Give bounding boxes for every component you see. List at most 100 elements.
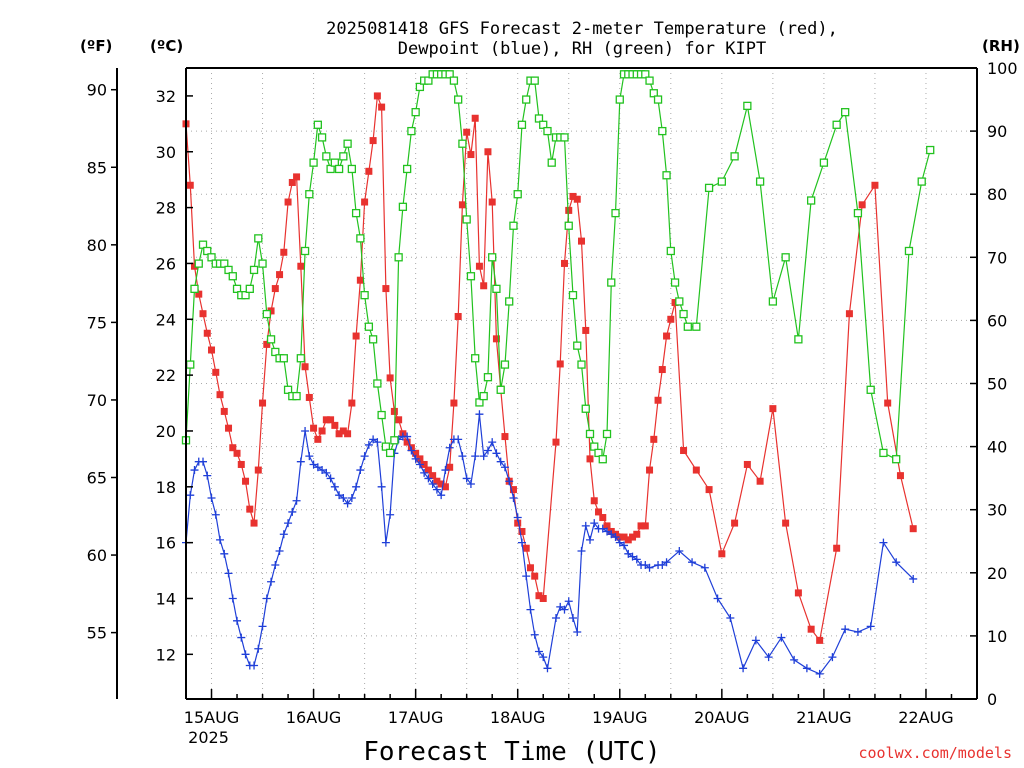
point-rh <box>666 246 675 256</box>
point-dewpoint <box>445 443 454 452</box>
point-dewpoint <box>288 507 297 516</box>
point-temperature <box>322 416 330 424</box>
point-rh <box>649 89 658 98</box>
point-temperature <box>233 449 241 457</box>
point-dewpoint <box>267 577 276 586</box>
point-rh <box>794 335 803 344</box>
point-temperature <box>305 393 313 401</box>
point-rh <box>564 221 573 230</box>
point-temperature <box>297 262 305 270</box>
point-dewpoint <box>534 647 543 656</box>
point-rh <box>560 133 569 142</box>
point-dewpoint <box>577 547 586 556</box>
point-temperature <box>310 424 318 432</box>
point-dewpoint <box>343 499 352 508</box>
point-rh <box>368 335 378 344</box>
point-temperature <box>620 533 628 541</box>
tick-label-celsius: 28 <box>156 199 176 218</box>
point-rh <box>385 448 395 458</box>
tick-label-fahrenheit: 80 <box>87 236 107 255</box>
point-dewpoint <box>220 549 229 558</box>
point-temperature <box>246 505 254 513</box>
tick-label-x: 17AUG <box>388 708 443 727</box>
point-rh <box>266 335 276 344</box>
point-dewpoint <box>564 597 573 606</box>
point-temperature <box>471 114 479 122</box>
point-rh <box>466 272 476 281</box>
point-rh <box>292 391 301 401</box>
point-rh <box>356 234 365 243</box>
point-rh <box>496 385 505 394</box>
point-temperature <box>382 285 390 293</box>
point-rh <box>594 448 603 458</box>
point-dewpoint <box>335 491 344 500</box>
point-rh <box>492 284 501 294</box>
point-rh <box>645 76 654 85</box>
point-dewpoint <box>505 477 514 486</box>
point-dewpoint <box>475 410 484 419</box>
point-rh <box>517 120 527 129</box>
tick-label-fahrenheit: 55 <box>87 624 107 643</box>
point-dewpoint <box>373 438 382 447</box>
point-rh <box>819 158 829 167</box>
point-temperature <box>488 198 496 206</box>
point-rh <box>743 101 752 111</box>
point-dewpoint <box>620 541 629 550</box>
chart-text: 2025081418 GFS Forecast 2-meter Temperat… <box>80 19 1020 767</box>
point-rh <box>917 177 926 186</box>
point-dewpoint <box>573 627 582 636</box>
point-dewpoint <box>513 513 522 522</box>
tick-label-rh: 70 <box>987 248 1007 267</box>
point-dewpoint <box>645 563 654 572</box>
point-rh <box>539 120 548 129</box>
point-temperature <box>254 466 262 474</box>
point-temperature <box>633 530 641 538</box>
point-temperature <box>458 201 466 209</box>
point-temperature <box>909 525 917 533</box>
point-rh <box>505 297 514 306</box>
point-dewpoint <box>428 480 437 489</box>
point-temperature <box>641 522 649 530</box>
point-temperature <box>599 514 607 522</box>
tick-label-celsius: 22 <box>156 366 176 385</box>
point-dewpoint <box>641 560 650 569</box>
point-temperature <box>386 374 394 382</box>
point-dewpoint <box>841 625 850 634</box>
point-temperature <box>280 248 288 256</box>
point-dewpoint <box>377 482 386 491</box>
point-rh <box>262 309 271 319</box>
point-dewpoint <box>892 558 901 567</box>
point-temperature <box>191 262 199 270</box>
point-dewpoint <box>301 426 310 435</box>
point-rh <box>607 278 616 287</box>
point-dewpoint <box>356 466 365 475</box>
unit-label-rh: (RH) <box>982 37 1020 55</box>
tick-label-fahrenheit: 75 <box>87 313 107 332</box>
point-dewpoint <box>424 474 433 483</box>
point-dewpoint <box>322 468 331 477</box>
point-rh <box>641 70 650 79</box>
point-dewpoint <box>739 664 748 673</box>
point-temperature <box>271 285 279 293</box>
point-dewpoint <box>462 474 471 483</box>
point-rh <box>926 145 935 155</box>
point-dewpoint <box>275 547 284 556</box>
tick-label-rh: 90 <box>987 122 1007 141</box>
point-temperature <box>284 198 292 206</box>
tick-label-rh: 100 <box>987 59 1018 78</box>
point-temperature <box>369 137 377 145</box>
point-temperature <box>335 430 343 438</box>
point-rh <box>755 177 765 186</box>
point-dewpoint <box>352 482 361 491</box>
point-dewpoint <box>539 653 548 662</box>
point-temperature <box>514 519 522 527</box>
point-rh <box>683 322 692 331</box>
point-temperature <box>437 480 445 488</box>
point-rh <box>806 196 816 205</box>
point-rh <box>245 284 254 294</box>
point-rh <box>513 190 522 199</box>
point-rh <box>203 246 212 256</box>
point-temperature <box>378 103 386 111</box>
point-temperature <box>871 181 879 189</box>
point-temperature <box>441 483 449 491</box>
